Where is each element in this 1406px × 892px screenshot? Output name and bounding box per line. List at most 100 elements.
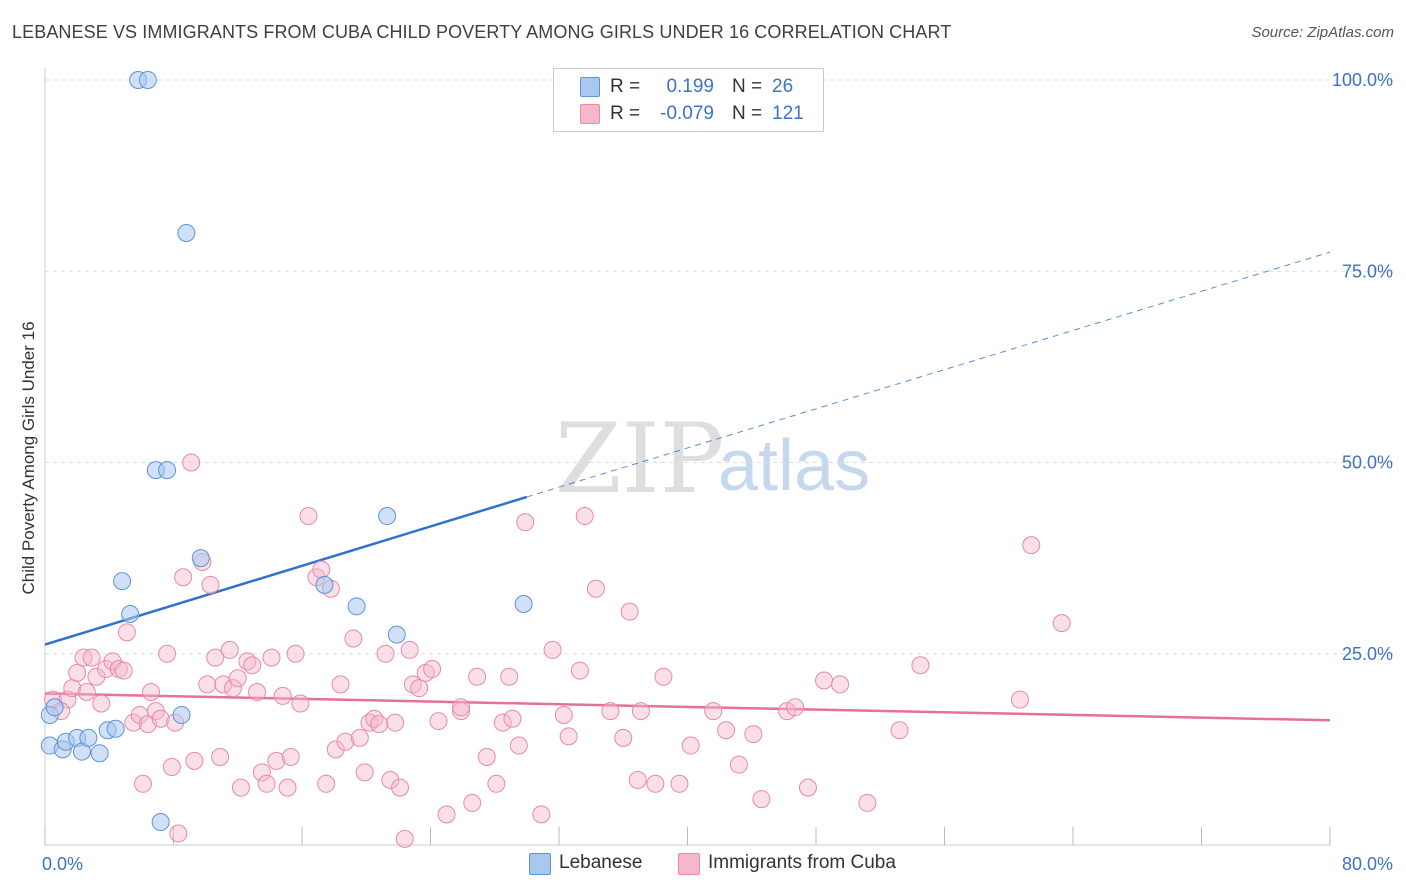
data-point-cuba [252,763,271,782]
data-point-lebanese [347,597,366,616]
data-point-cuba [82,648,101,667]
data-point-cuba [798,778,817,797]
data-point-cuba [554,705,573,724]
data-point-cuba [503,709,522,728]
data-point-cuba [911,656,930,675]
legend-n-label: N = [732,103,763,124]
data-point-cuba [262,648,281,667]
legend-n-value: 121 [772,103,804,124]
data-point-cuba [299,507,318,526]
data-point-cuba [376,644,395,663]
data-point-cuba [463,793,482,812]
data-point-lebanese [151,813,170,832]
data-point-cuba [586,579,605,598]
data-point-cuba [620,602,639,621]
data-point-cuba [248,683,267,701]
data-point-cuba [92,694,111,713]
legend-n-label: N = [732,76,763,97]
data-point-cuba [646,774,665,793]
data-point-cuba [169,824,188,843]
data-point-cuba [87,667,106,686]
chart-source: Source: ZipAtlas.com [1251,24,1394,41]
data-point-cuba [257,774,276,793]
data-point-cuba [182,453,201,472]
data-point-cuba [543,640,562,659]
data-point-cuba [468,667,487,686]
data-point-lebanese [106,719,125,738]
data-points [40,71,1071,848]
trend-line-lebanese-extension [526,251,1331,498]
data-point-cuba [815,671,834,690]
legend-swatch-lebanese [580,77,600,97]
data-point-cuba [365,709,384,728]
tick-labels: 25.0% 50.0% 75.0% 100.0% 0.0% 80.0% [42,70,1393,874]
data-point-cuba [243,656,262,675]
legend-row-lebanese: R = 0.199 N = 26 [554,74,823,100]
data-point-cuba [355,763,374,782]
data-point-cuba [890,721,909,740]
data-point-cuba [97,660,116,679]
data-point-cuba [429,712,448,731]
data-point-lebanese [315,575,334,594]
data-point-cuba [509,736,528,755]
data-point-cuba [390,778,409,797]
legend-row-cuba: R = -0.079 N = 121 [554,101,823,127]
data-point-cuba [1010,690,1029,709]
data-point-cuba [286,644,305,663]
watermark-zip: ZIP [555,403,724,515]
data-point-cuba [350,728,369,747]
data-point-cuba [312,560,331,579]
data-point-cuba [201,575,220,594]
data-point-cuba [151,709,170,728]
y-tick-label: 75.0% [1342,261,1393,281]
data-point-lebanese [387,625,406,644]
zipatlas-watermark: ZIP atlas [555,403,870,515]
data-point-lebanese [90,744,109,763]
data-point-cuba [344,629,363,648]
series-legend: Lebanese Immigrants from Cuba [0,851,1406,879]
data-point-cuba [670,774,689,793]
correlation-legend: R = 0.199 N = 26 R = -0.079 N = 121 [553,68,824,132]
data-point-cuba [142,683,161,701]
data-point-cuba [437,805,456,824]
data-point-cuba [206,648,225,667]
legend-r-value: -0.079 [660,103,714,124]
series-label-cuba: Immigrants from Cuba [708,852,896,873]
data-point-cuba [267,751,286,770]
legend-swatch-cuba [580,104,600,124]
x-tick-label: 0.0% [42,854,83,874]
data-point-lebanese [113,572,132,591]
data-point-cuba [331,675,350,694]
data-point-cuba [174,568,193,587]
data-point-cuba [681,736,700,755]
data-point-cuba [220,640,239,659]
data-point-cuba [516,513,535,532]
data-point-cuba [336,732,355,751]
trend-line-lebanese [44,495,528,646]
data-point-cuba [281,748,300,767]
data-point-cuba [326,740,345,759]
data-point-cuba [786,698,805,717]
data-point-cuba [452,702,471,721]
data-point-cuba [631,702,650,721]
data-point-cuba [858,793,877,812]
data-point-lebanese [172,705,191,724]
y-tick-label: 50.0% [1342,453,1393,473]
data-point-cuba [831,675,850,694]
y-axis-label: Child Poverty Among Girls Under 16 [19,321,38,594]
data-point-cuba [211,748,230,767]
data-point-cuba [158,644,177,663]
data-point-lebanese [378,507,397,526]
data-point-cuba [273,686,292,705]
data-point-cuba [729,755,748,774]
data-point-cuba [133,774,152,793]
data-point-cuba [532,805,551,824]
data-point-lebanese [514,595,533,614]
data-point-cuba [370,715,389,734]
data-point-cuba [223,679,242,698]
gridlines [45,79,1395,655]
data-point-cuba [500,667,519,686]
data-point-cuba [400,640,419,659]
data-point-cuba [559,727,578,746]
